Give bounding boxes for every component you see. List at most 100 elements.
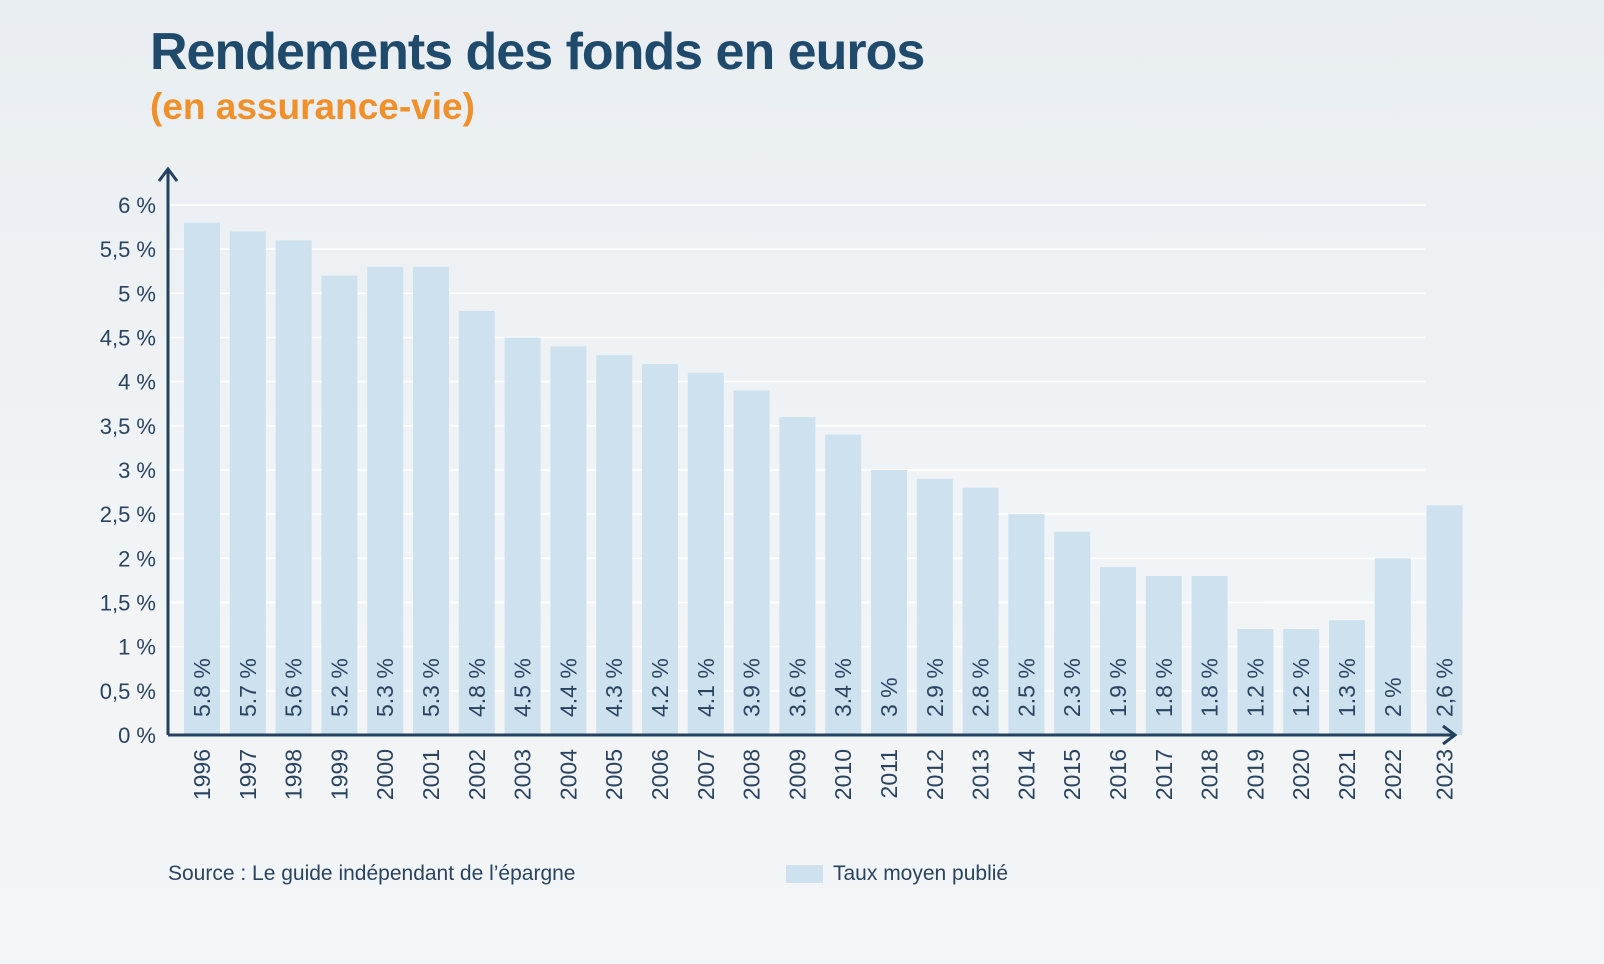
bar-2008 bbox=[733, 390, 770, 735]
bar-2006 bbox=[642, 364, 678, 735]
y-tick-label: 1,5 % bbox=[100, 591, 156, 616]
bar-value-label: 4.2 % bbox=[647, 658, 673, 717]
x-tick-label: 2004 bbox=[555, 749, 581, 800]
y-tick-label: 5 % bbox=[118, 281, 156, 306]
bar-value-label: 5.6 % bbox=[281, 658, 307, 717]
x-tick-label: 2007 bbox=[693, 749, 719, 800]
x-tick-label: 2017 bbox=[1151, 749, 1177, 800]
y-tick-label: 4,5 % bbox=[100, 326, 156, 351]
legend-swatch bbox=[786, 865, 823, 883]
bar-1997 bbox=[229, 231, 266, 735]
x-tick-label: 1998 bbox=[281, 749, 307, 800]
x-tick-label: 2012 bbox=[922, 749, 948, 800]
x-tick-label: 2020 bbox=[1288, 749, 1314, 800]
x-tick-label: 2009 bbox=[784, 749, 810, 800]
bar-value-label: 5.3 % bbox=[418, 658, 444, 717]
bar-value-labels: 5.8 % 5.7 % 5.6 % 5.2 % 5.3 % 5.3 % 4.8 % 4.5 %… bbox=[189, 658, 1458, 717]
bar-2014 bbox=[1008, 514, 1045, 735]
bar-value-label: 2.5 % bbox=[1013, 658, 1039, 717]
x-tick-label: 2011 bbox=[876, 749, 902, 798]
y-tick-label: 2,5 % bbox=[100, 502, 156, 527]
bar-value-label: 2.9 % bbox=[922, 658, 948, 717]
bar-value-label: 4.8 % bbox=[464, 658, 490, 717]
bar-value-label: 5.2 % bbox=[326, 658, 352, 717]
bar-2016 bbox=[1100, 567, 1136, 735]
bar-2013 bbox=[962, 487, 999, 735]
x-tick-label: 2015 bbox=[1059, 749, 1085, 800]
y-tick-label: 2 % bbox=[118, 546, 156, 571]
bar-value-label: 3.4 % bbox=[830, 658, 856, 717]
y-tick-label: 3,5 % bbox=[100, 414, 156, 439]
y-axis-arrow bbox=[157, 166, 179, 182]
x-tick-label: 2005 bbox=[601, 749, 627, 800]
x-tick-labels: 1996 1997 1998 1999 2000 2001 2002 2003 2004 2005… bbox=[189, 749, 1458, 800]
bar-value-label: 1.9 % bbox=[1105, 658, 1131, 717]
bar-value-label: 5.3 % bbox=[372, 658, 398, 717]
bar-value-label: 1.2 % bbox=[1242, 658, 1268, 717]
bar-value-label: 4.1 % bbox=[693, 658, 719, 717]
y-tick-label: 0,5 % bbox=[100, 679, 156, 704]
bar-value-label: 2 % bbox=[1380, 677, 1406, 717]
y-tick-label: 3 % bbox=[118, 458, 156, 483]
bar-2002 bbox=[458, 311, 495, 735]
bar-value-label: 3 % bbox=[876, 677, 902, 717]
bar-value-label: 5.8 % bbox=[189, 658, 215, 717]
bar-value-label: 1.3 % bbox=[1334, 658, 1360, 717]
y-tick-label: 1 % bbox=[118, 635, 156, 660]
x-tick-label: 2002 bbox=[464, 749, 490, 800]
bar-value-label: 1.8 % bbox=[1151, 658, 1177, 717]
y-tick-label: 6 % bbox=[118, 193, 156, 218]
bar-2023 bbox=[1426, 505, 1463, 735]
bar-2015 bbox=[1054, 531, 1091, 735]
x-tick-label: 2014 bbox=[1013, 749, 1039, 800]
axes bbox=[157, 166, 1458, 746]
x-tick-label: 2016 bbox=[1105, 749, 1131, 800]
x-tick-label: 2006 bbox=[647, 749, 673, 800]
bar-value-label: 5.7 % bbox=[235, 658, 261, 717]
x-tick-label: 1997 bbox=[235, 749, 261, 800]
x-tick-label: 1996 bbox=[189, 749, 215, 800]
bar-value-label: 3.6 % bbox=[784, 658, 810, 717]
bar-value-label: 4.4 % bbox=[555, 658, 581, 717]
bar-2020 bbox=[1283, 629, 1320, 735]
bar-2021 bbox=[1329, 620, 1365, 735]
chart-subtitle: (en assurance-vie) bbox=[150, 86, 475, 127]
bar-value-label: 2,6 % bbox=[1432, 658, 1458, 717]
bar-2012 bbox=[916, 478, 953, 735]
bar-value-label: 4.5 % bbox=[510, 658, 536, 717]
y-tick-label: 4 % bbox=[118, 370, 156, 395]
bar-value-label: 2.3 % bbox=[1059, 658, 1085, 717]
y-tick-label: 0 % bbox=[118, 723, 156, 748]
bar-2017 bbox=[1145, 576, 1182, 735]
legend-label: Taux moyen publié bbox=[833, 862, 1009, 885]
bar-2004 bbox=[550, 346, 587, 735]
chart-title: Rendements des fonds en euros bbox=[150, 23, 925, 81]
bar-2003 bbox=[504, 337, 541, 735]
bar-2018 bbox=[1191, 576, 1228, 735]
x-tick-label: 2021 bbox=[1334, 749, 1360, 800]
legend: Taux moyen publié bbox=[786, 862, 1008, 886]
bar-1996 bbox=[184, 222, 220, 735]
bars bbox=[184, 222, 1463, 736]
x-tick-label: 2001 bbox=[418, 749, 444, 800]
bar-value-label: 1.8 % bbox=[1197, 658, 1223, 717]
x-tick-label: 2010 bbox=[830, 749, 856, 800]
x-tick-label: 2003 bbox=[510, 749, 536, 800]
y-tick-labels: 0 % 0,5 % 1 % 1,5 % 2 % 2,5 % 3 % 3,5 % 4 % 4,5 %… bbox=[100, 193, 156, 748]
bar-2005 bbox=[596, 355, 633, 735]
y-tick-label: 5,5 % bbox=[100, 237, 156, 262]
source-note: Source : Le guide indépendant de l’éparg… bbox=[168, 862, 576, 885]
bar-2007 bbox=[687, 372, 724, 735]
bar-value-label: 4.3 % bbox=[601, 658, 627, 717]
x-axis-arrow bbox=[1442, 724, 1458, 746]
bar-value-label: 3.9 % bbox=[739, 658, 765, 717]
bar-2019 bbox=[1237, 629, 1274, 735]
x-tick-label: 2008 bbox=[739, 749, 765, 800]
x-tick-label: 2013 bbox=[968, 749, 994, 800]
bar-2000 bbox=[367, 266, 404, 735]
x-tick-label: 2000 bbox=[372, 749, 398, 800]
bar-2022 bbox=[1374, 558, 1411, 735]
bar-2011 bbox=[871, 470, 907, 735]
x-tick-label: 2019 bbox=[1242, 749, 1268, 800]
